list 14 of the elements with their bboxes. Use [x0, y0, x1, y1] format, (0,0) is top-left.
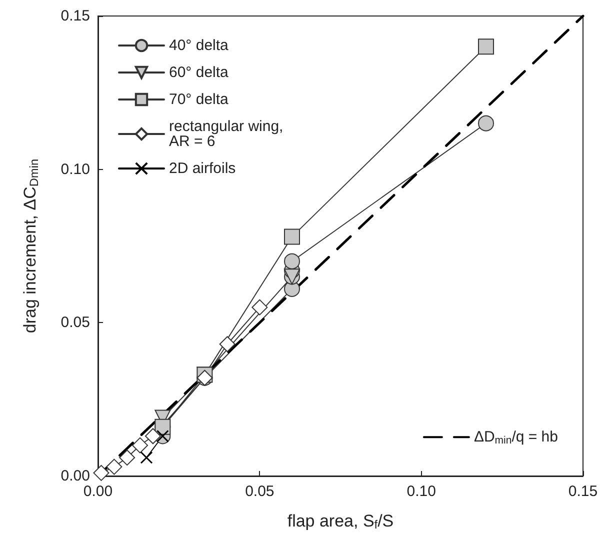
y-tick-label: 0.05	[60, 314, 90, 332]
x-tick-label: 0.05	[245, 483, 274, 500]
y-tick-label: 0.10	[60, 160, 90, 178]
x-tick-label: 0.10	[406, 483, 436, 500]
legend-label: 2D airfoils	[169, 160, 236, 177]
legend-label: rectangular wing, AR = 6	[169, 118, 284, 150]
legend-label: 70° delta	[169, 91, 230, 108]
x-tick-label: 0.00	[83, 483, 113, 500]
x-tick-label: 0.15	[568, 483, 598, 500]
legend-label: 40° delta	[169, 37, 230, 54]
y-axis-title: drag increment, ΔCDmin	[20, 158, 41, 334]
legend-label: 60° delta	[169, 64, 230, 81]
y-tick-label: 0.00	[60, 468, 90, 484]
y-tick-label: 0.15	[60, 8, 90, 24]
